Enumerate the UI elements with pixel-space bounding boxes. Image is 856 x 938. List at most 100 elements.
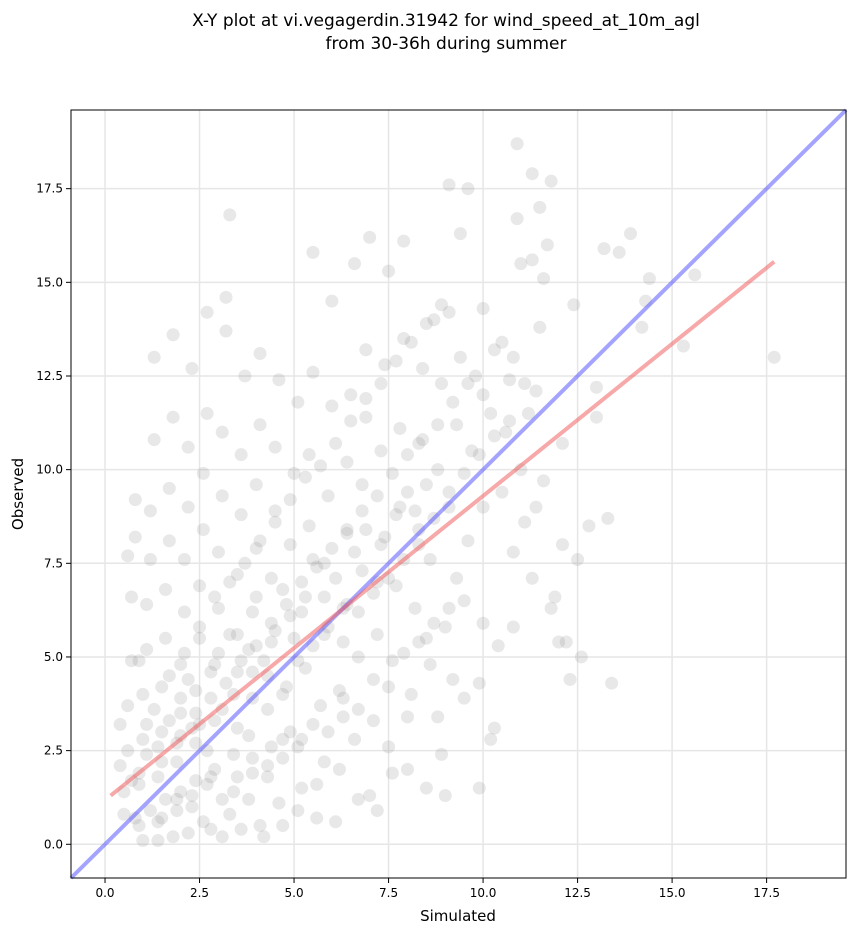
data-point bbox=[245, 766, 259, 780]
data-point bbox=[525, 571, 539, 585]
data-point bbox=[434, 747, 448, 761]
data-point bbox=[423, 657, 437, 671]
data-point bbox=[230, 568, 244, 582]
data-point bbox=[162, 714, 176, 728]
data-point bbox=[287, 631, 301, 645]
data-point bbox=[151, 740, 165, 754]
data-point bbox=[177, 553, 191, 567]
data-point bbox=[155, 811, 169, 825]
data-point bbox=[442, 178, 456, 192]
data-point bbox=[525, 167, 539, 181]
data-point bbox=[295, 605, 309, 619]
data-point bbox=[132, 654, 146, 668]
data-point bbox=[215, 830, 229, 844]
data-point bbox=[117, 807, 131, 821]
y-axis-label: Observed bbox=[9, 458, 27, 530]
data-point bbox=[389, 354, 403, 368]
data-point bbox=[446, 395, 460, 409]
data-point bbox=[223, 807, 237, 821]
y-tick-label: 7.5 bbox=[44, 556, 63, 570]
data-point bbox=[166, 830, 180, 844]
data-point bbox=[457, 691, 471, 705]
data-point bbox=[442, 305, 456, 319]
data-point bbox=[344, 414, 358, 428]
data-point bbox=[518, 376, 532, 390]
data-point bbox=[121, 699, 135, 713]
data-point bbox=[529, 384, 543, 398]
regression-line bbox=[109, 260, 776, 798]
data-point bbox=[302, 519, 316, 533]
data-point bbox=[257, 830, 271, 844]
data-point bbox=[159, 792, 173, 806]
data-point bbox=[404, 335, 418, 349]
data-point bbox=[196, 523, 210, 537]
data-point bbox=[143, 804, 157, 818]
data-point bbox=[136, 732, 150, 746]
data-point bbox=[400, 485, 414, 499]
data-point bbox=[147, 350, 161, 364]
data-point bbox=[389, 508, 403, 522]
data-point bbox=[370, 627, 384, 641]
data-point bbox=[374, 376, 388, 390]
data-point bbox=[245, 751, 259, 765]
data-point bbox=[121, 744, 135, 758]
data-point bbox=[499, 425, 513, 439]
data-point bbox=[238, 369, 252, 383]
data-point bbox=[295, 781, 309, 795]
data-point bbox=[325, 294, 339, 308]
data-point bbox=[291, 804, 305, 818]
y-tick-label: 17.5 bbox=[36, 182, 63, 196]
data-point bbox=[351, 702, 365, 716]
data-point bbox=[510, 137, 524, 151]
data-point bbox=[136, 687, 150, 701]
data-point bbox=[253, 819, 267, 833]
y-axis-ticks: 0.0 2.5 5.0 7.5 10.0 12.5 15.0 17.5 bbox=[36, 182, 71, 851]
data-point bbox=[332, 684, 346, 698]
data-point bbox=[484, 732, 498, 746]
data-point bbox=[249, 639, 263, 653]
data-point bbox=[487, 343, 501, 357]
data-point bbox=[612, 245, 626, 259]
data-point bbox=[624, 227, 638, 241]
data-point bbox=[295, 732, 309, 746]
data-point bbox=[374, 444, 388, 458]
data-point bbox=[472, 676, 486, 690]
data-point bbox=[223, 575, 237, 589]
data-point bbox=[200, 777, 214, 791]
data-point bbox=[170, 792, 184, 806]
data-point bbox=[427, 616, 441, 630]
data-point bbox=[295, 575, 309, 589]
data-point bbox=[506, 545, 520, 559]
data-point bbox=[359, 391, 373, 405]
data-point bbox=[491, 639, 505, 653]
data-point bbox=[518, 515, 532, 529]
data-point bbox=[204, 770, 218, 784]
data-point bbox=[268, 440, 282, 454]
data-point bbox=[537, 272, 551, 286]
data-point bbox=[287, 466, 301, 480]
data-point bbox=[249, 590, 263, 604]
data-point bbox=[340, 523, 354, 537]
data-point bbox=[351, 792, 365, 806]
data-point bbox=[370, 804, 384, 818]
data-point bbox=[351, 650, 365, 664]
data-point bbox=[400, 710, 414, 724]
data-point bbox=[325, 399, 339, 413]
data-point bbox=[177, 605, 191, 619]
data-point bbox=[533, 320, 547, 334]
x-tick-label: 15.0 bbox=[659, 886, 686, 900]
data-point bbox=[382, 680, 396, 694]
data-point bbox=[321, 489, 335, 503]
data-point bbox=[688, 268, 702, 282]
data-point bbox=[348, 732, 362, 746]
data-point bbox=[185, 800, 199, 814]
data-point bbox=[268, 515, 282, 529]
data-point bbox=[589, 380, 603, 394]
data-point bbox=[329, 571, 343, 585]
data-point bbox=[208, 657, 222, 671]
plot-frame bbox=[70, 109, 847, 879]
data-point bbox=[533, 200, 547, 214]
data-point bbox=[124, 590, 138, 604]
data-point bbox=[559, 635, 573, 649]
data-point bbox=[314, 699, 328, 713]
